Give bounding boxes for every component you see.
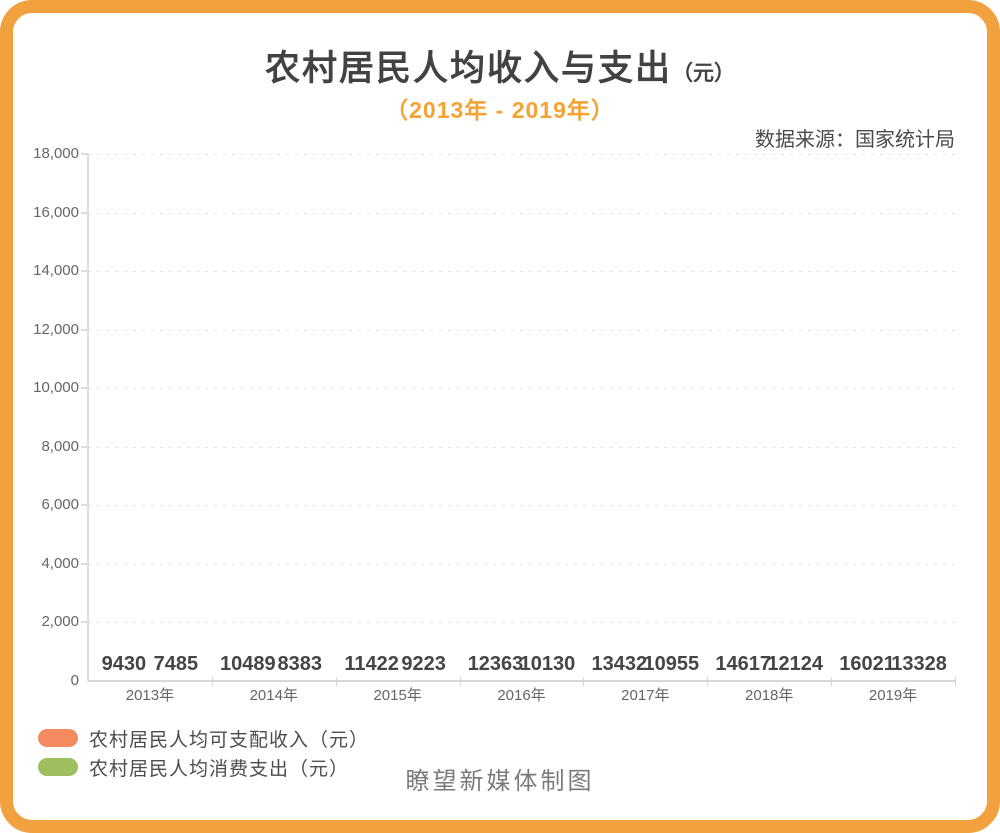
credit-text: 瞭望新媒体制图 <box>405 768 595 795</box>
legend-swatch-consumption-expenditure <box>38 758 78 776</box>
x-axis-tick <box>583 677 585 686</box>
x-axis-tick <box>955 677 956 686</box>
y-axis-tick <box>81 211 88 214</box>
data-source-label: 数据来源：国家统计局 <box>755 129 955 151</box>
chart-subtitle: （2013年 - 2019年） <box>385 97 615 123</box>
y-gridline <box>88 271 955 273</box>
y-gridline <box>88 329 955 331</box>
value-label-consumption-expenditure: 12124 <box>767 653 824 675</box>
y-gridline <box>88 388 955 390</box>
y-gridline <box>88 446 955 448</box>
legend-label-disposable-income: 农村居民人均可支配收入（元） <box>89 729 370 751</box>
y-axis-label: 18,000 <box>33 145 79 162</box>
y-gridline <box>88 622 955 624</box>
value-label-disposable-income: 16021 <box>839 653 895 675</box>
y-axis-tick <box>81 562 88 565</box>
value-label-disposable-income: 14617 <box>715 653 772 675</box>
value-label-consumption-expenditure: 10955 <box>643 653 700 675</box>
y-axis-label: 6,000 <box>41 496 79 514</box>
value-label-disposable-income: 10489 <box>219 653 276 675</box>
y-axis-tick <box>81 504 88 507</box>
x-axis-label: 2013年 <box>125 687 175 704</box>
chart-title-text: 农村居民人均收入与支出 <box>264 49 672 88</box>
x-axis-label: 2018年 <box>745 687 794 704</box>
legend-item-disposable-income: 农村居民人均可支配收入（元） <box>38 727 370 751</box>
legend-label-consumption-expenditure: 农村居民人均消费支出（元） <box>89 758 350 780</box>
y-axis-label: 4,000 <box>41 554 79 572</box>
y-gridline <box>88 563 955 565</box>
y-axis-label: 8,000 <box>41 437 79 455</box>
value-label-disposable-income: 12363 <box>467 653 524 675</box>
y-gridline <box>88 505 955 507</box>
x-axis-tick <box>459 677 461 686</box>
x-axis-label: 2017年 <box>621 687 670 704</box>
x-axis-label: 2019年 <box>868 687 918 704</box>
x-axis-tick <box>211 677 213 686</box>
value-label-consumption-expenditure: 8383 <box>277 653 323 675</box>
y-axis-label: 16,000 <box>33 203 79 221</box>
x-axis-tick <box>335 677 337 686</box>
y-axis-label: 12,000 <box>33 320 79 338</box>
y-axis-tick <box>81 328 88 331</box>
y-axis-label: 14,000 <box>33 262 79 280</box>
y-axis-tick <box>81 621 88 624</box>
y-axis-label: 2,000 <box>41 613 79 631</box>
x-axis-tick <box>707 677 709 686</box>
y-axis-tick <box>81 445 88 448</box>
value-label-consumption-expenditure: 13328 <box>891 653 947 675</box>
y-axis-label: 10,000 <box>33 379 79 397</box>
value-label-disposable-income: 9430 <box>101 653 147 675</box>
legend-item-consumption-expenditure: 农村居民人均消费支出（元） <box>38 756 369 780</box>
y-axis-tick <box>81 270 88 273</box>
chart-title: 农村居民人均收入与支出（元） <box>0 40 1000 91</box>
y-axis-tick <box>81 153 88 155</box>
x-axis-tick <box>831 677 833 686</box>
x-axis-label: 2015年 <box>373 687 422 704</box>
value-label-consumption-expenditure: 10130 <box>519 653 576 675</box>
chart-legend: 农村居民人均可支配收入（元） 农村居民人均消费支出（元） <box>38 727 369 785</box>
value-label-consumption-expenditure: 7485 <box>153 653 199 675</box>
chart-title-unit: （元） <box>672 62 735 85</box>
y-gridline <box>88 212 955 214</box>
legend-swatch-disposable-income <box>38 729 78 747</box>
value-label-consumption-expenditure: 9223 <box>401 653 446 675</box>
x-axis-label: 2014年 <box>249 687 298 704</box>
x-axis-label: 2016年 <box>497 687 546 704</box>
x-axis-line <box>88 680 955 682</box>
y-axis-tick <box>81 387 88 390</box>
value-label-disposable-income: 11422 <box>344 653 399 675</box>
y-axis-line <box>87 154 89 681</box>
y-axis-label: 0 <box>70 672 79 689</box>
y-gridline <box>88 154 955 155</box>
value-label-disposable-income: 13432 <box>591 653 648 675</box>
